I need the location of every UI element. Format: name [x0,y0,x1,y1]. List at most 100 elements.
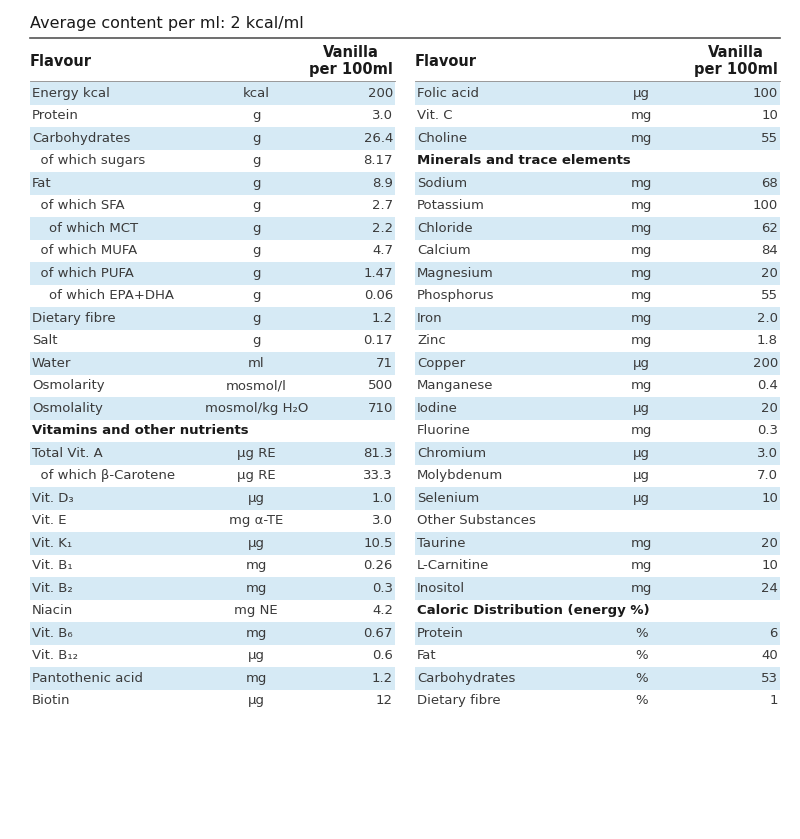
Text: of which EPA+DHA: of which EPA+DHA [32,289,174,302]
Text: Carbohydrates: Carbohydrates [417,672,515,685]
Text: 0.26: 0.26 [364,560,393,572]
Text: Copper: Copper [417,357,465,370]
Text: Average content per ml: 2 kcal/ml: Average content per ml: 2 kcal/ml [30,16,304,31]
Text: 55: 55 [761,132,778,145]
Text: Chloride: Chloride [417,221,473,235]
Text: 20: 20 [761,402,778,414]
Text: 2.0: 2.0 [757,312,778,325]
Text: mg: mg [630,132,652,145]
Text: g: g [252,244,261,258]
Text: Pantothenic acid: Pantothenic acid [32,672,143,685]
Text: kcal: kcal [243,86,270,100]
Text: mg: mg [246,581,267,595]
Text: 4.7: 4.7 [372,244,393,258]
Text: 0.17: 0.17 [363,334,393,347]
Text: 68: 68 [762,177,778,190]
Text: Iron: Iron [417,312,442,325]
Text: 10.5: 10.5 [363,537,393,550]
Text: mg: mg [630,425,652,437]
Text: g: g [252,289,261,302]
Text: 10: 10 [761,560,778,572]
Text: Niacin: Niacin [32,604,74,618]
Text: g: g [252,221,261,235]
Text: %: % [635,672,648,685]
Text: 3.0: 3.0 [757,446,778,460]
Text: mg: mg [630,221,652,235]
Text: mg: mg [630,289,652,302]
Text: g: g [252,154,261,167]
Text: Vit. B₂: Vit. B₂ [32,581,73,595]
Text: Fluorine: Fluorine [417,425,471,437]
Bar [30,577,395,600]
Text: mosmol/kg H₂O: mosmol/kg H₂O [205,402,308,414]
Text: 0.67: 0.67 [364,627,393,640]
Text: μg: μg [248,537,265,550]
Text: of which sugars: of which sugars [32,154,146,167]
Text: Choline: Choline [417,132,467,145]
Bar [30,82,395,105]
Text: 1.0: 1.0 [372,492,393,505]
Bar [415,532,780,555]
Text: Salt: Salt [32,334,58,347]
Text: Dietary fibre: Dietary fibre [417,694,501,707]
Text: 1.8: 1.8 [757,334,778,347]
Text: 8.17: 8.17 [363,154,393,167]
Text: g: g [252,267,261,279]
Bar [30,217,395,239]
Text: 10: 10 [761,109,778,122]
Text: g: g [252,109,261,122]
Text: Sodium: Sodium [417,177,467,190]
Bar [415,172,780,195]
Text: Vanilla
per 100ml: Vanilla per 100ml [694,45,778,77]
Bar [30,172,395,195]
Text: Vit. B₆: Vit. B₆ [32,627,73,640]
Text: Vit. E: Vit. E [32,514,66,527]
Text: g: g [252,312,261,325]
Text: 84: 84 [762,244,778,258]
Text: mg: mg [630,312,652,325]
Text: 200: 200 [753,357,778,370]
Bar [30,667,395,690]
Bar [30,442,395,465]
Text: g: g [252,199,261,212]
Text: 1.47: 1.47 [363,267,393,279]
Text: mg: mg [630,379,652,393]
Text: 500: 500 [368,379,393,393]
Bar [30,532,395,555]
Text: Zinc: Zinc [417,334,446,347]
Text: mg: mg [630,537,652,550]
Text: Vitamins and other nutrients: Vitamins and other nutrients [32,425,249,437]
Text: mg: mg [630,267,652,279]
Text: μg: μg [633,357,650,370]
Text: 2.2: 2.2 [372,221,393,235]
Text: mg: mg [630,244,652,258]
Text: μg: μg [248,694,265,707]
Text: of which MCT: of which MCT [32,221,138,235]
Text: μg RE: μg RE [237,469,276,482]
Text: 20: 20 [761,537,778,550]
Text: Protein: Protein [32,109,79,122]
Text: Caloric Distribution (energy %): Caloric Distribution (energy %) [417,604,650,618]
Text: Vit. B₁₂: Vit. B₁₂ [32,649,78,662]
Text: 0.4: 0.4 [757,379,778,393]
Bar [30,262,395,284]
Text: mg: mg [630,109,652,122]
Bar [415,352,780,374]
Text: Folic acid: Folic acid [417,86,479,100]
Text: 8.9: 8.9 [372,177,393,190]
Text: 40: 40 [762,649,778,662]
Bar [415,577,780,600]
Text: of which MUFA: of which MUFA [32,244,138,258]
Text: 81.3: 81.3 [363,446,393,460]
Text: μg: μg [248,492,265,505]
Text: Dietary fibre: Dietary fibre [32,312,116,325]
Text: μg: μg [248,649,265,662]
Text: 33.3: 33.3 [363,469,393,482]
Text: Carbohydrates: Carbohydrates [32,132,130,145]
Text: Biotin: Biotin [32,694,70,707]
Bar [415,127,780,149]
Text: %: % [635,627,648,640]
Text: 200: 200 [368,86,393,100]
Text: Vit. D₃: Vit. D₃ [32,492,74,505]
Text: 3.0: 3.0 [372,514,393,527]
